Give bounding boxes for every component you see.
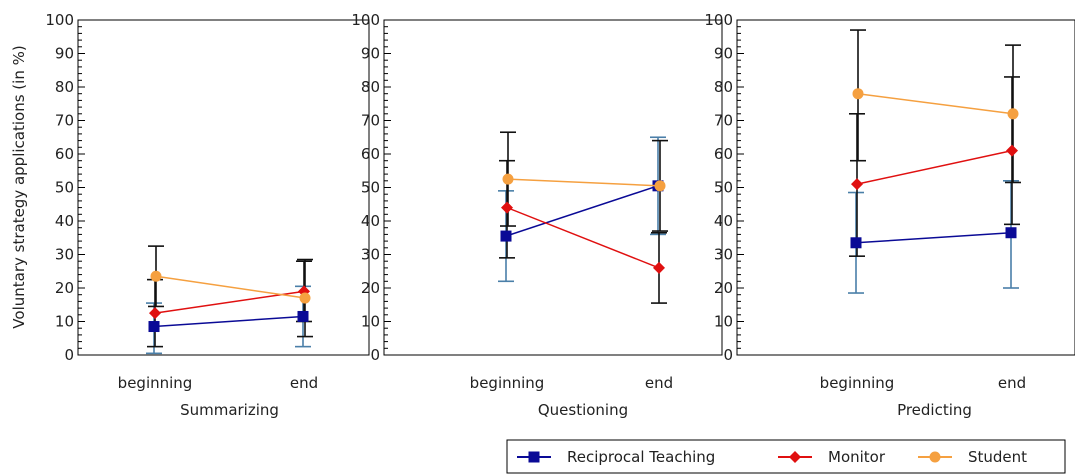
y-tick-label: 90 [714,45,733,63]
legend-label-monitor: Monitor [828,448,886,466]
data-point-reciprocal-teaching [850,237,862,249]
y-tick-label: 40 [361,212,380,230]
plot-frame [736,19,1075,356]
x-category-label: beginning [118,374,193,392]
data-point-student [150,270,162,282]
x-category-label: end [290,374,318,392]
panel-questioning: 0 10 20 30 40 50 60 70 80 90 100 beginning end Questi… [351,11,723,419]
data-point-reciprocal-teaching [297,310,309,322]
y-tick-label: 70 [361,112,380,130]
series-line-monitor [506,206,660,269]
data-point-student [1007,108,1019,120]
y-tick-label: 30 [714,246,733,264]
y-tick-label: 90 [361,45,380,63]
legend-marker-monitor [789,451,801,463]
series-line-student [155,275,306,299]
y-tick-label: 40 [714,212,733,230]
data-point-monitor [653,261,665,274]
y-tick-label: 50 [361,179,380,197]
y-tick-label: 10 [714,313,733,331]
y-axis-title: Voluntary strategy applications (in %) [10,45,28,328]
data-point-student [852,88,864,100]
y-tick-label: 100 [45,11,74,29]
y-tick-label: 20 [361,279,380,297]
series-line-student [857,92,1014,115]
legend-items: Reciprocal Teaching Monitor Student [517,448,1027,466]
x-category-label: beginning [820,374,895,392]
y-tick-label: 80 [55,78,74,96]
y-tick-label: 20 [55,279,74,297]
data-point-student [654,180,666,192]
data-point-reciprocal-teaching [500,230,512,242]
data-point-student [299,292,311,304]
plot-frame [383,19,723,356]
y-tick-label: 90 [55,45,74,63]
series-line-reciprocal-teaching [505,185,659,237]
y-tick-label: 10 [55,313,74,331]
data-point-monitor [149,307,161,320]
data-point-monitor [1006,144,1018,157]
x-axis-title: Predicting [897,401,972,419]
y-tick-label: 50 [714,179,733,197]
legend-marker-student [929,451,941,463]
panel-summarizing: 0 10 20 30 40 50 60 70 80 90 100 beginning end Summar… [45,11,370,419]
data-point-student [502,173,514,185]
data-point-monitor [851,178,863,191]
y-tick-label: 30 [55,246,74,264]
y-tick-label: 20 [714,279,733,297]
series-line-reciprocal-teaching [855,231,1012,244]
y-tick-label: 30 [361,246,380,264]
plot-frame [77,19,370,356]
y-tick-label: 60 [714,145,733,163]
x-axis-title: Questioning [538,401,628,419]
legend-label-reciprocal-teaching: Reciprocal Teaching [567,448,715,466]
y-tick-label: 70 [714,112,733,130]
data-point-reciprocal-teaching [1005,227,1017,239]
x-category-label: beginning [470,374,545,392]
y-tick-label: 40 [55,212,74,230]
panel-predicting: 0 10 20 30 40 50 60 70 80 90 100 beginning end Predic… [704,11,1075,419]
y-tick-label: 80 [361,78,380,96]
x-category-label: end [645,374,673,392]
y-tick-label: 100 [351,11,380,29]
series-line-student [507,178,661,187]
series-line-reciprocal-teaching [153,315,304,328]
data-point-monitor [501,201,513,214]
y-tick-label: 0 [370,346,380,364]
series-line-monitor [856,149,1013,185]
legend-label-student: Student [968,448,1027,466]
legend: Reciprocal Teaching Monitor Student [506,439,1066,474]
y-tick-label: 60 [361,145,380,163]
y-tick-label: 100 [704,11,733,29]
y-tick-label: 70 [55,112,74,130]
y-tick-label: 0 [64,346,74,364]
x-category-label: end [998,374,1026,392]
legend-marker-reciprocal-teaching [528,451,540,463]
y-tick-label: 10 [361,313,380,331]
y-tick-label: 60 [55,145,74,163]
x-axis-title: Summarizing [180,401,279,419]
y-tick-label: 50 [55,179,74,197]
data-point-reciprocal-teaching [148,321,160,333]
y-tick-label: 80 [714,78,733,96]
y-tick-label: 0 [723,346,733,364]
